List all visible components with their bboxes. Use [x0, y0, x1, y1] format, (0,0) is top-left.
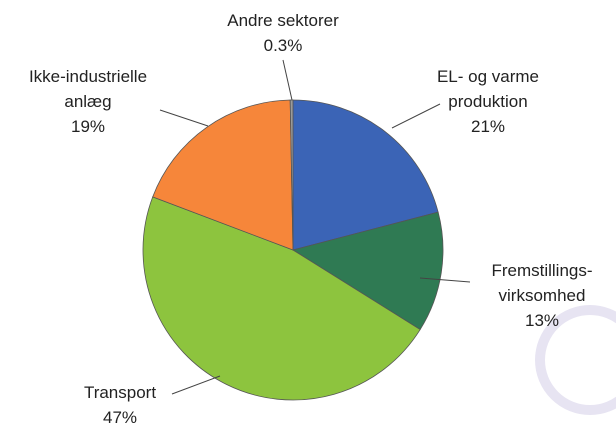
slice-label-line: Transport [84, 383, 156, 402]
slice-value-label: 21% [471, 117, 505, 136]
slice-label-line: Fremstillings- [491, 261, 592, 280]
leader-line [171, 375, 221, 395]
leader-line [419, 277, 471, 283]
pie-slice [292, 211, 444, 331]
slice-label-line: Ikke-industrielle [29, 67, 147, 86]
pie-slice [152, 99, 294, 251]
slice-label-line: virksomhed [499, 286, 586, 305]
slice-label: EL- og varme produktion 21% [437, 67, 539, 136]
slice-label: Andre sektorer 0.3% [227, 11, 339, 55]
slice-value-label: 0.3% [264, 36, 303, 55]
slice-value-label: 13% [525, 311, 559, 330]
leader-line [282, 59, 293, 101]
pie-slice [142, 196, 421, 401]
background-decoration [535, 305, 616, 415]
leader-line [159, 109, 209, 127]
slice-label: Fremstillings-virksomhed 13% [491, 261, 592, 330]
slice-label-line: anlæg [64, 92, 111, 111]
slice-label-line: produktion [448, 92, 527, 111]
slice-value-label: 47% [103, 408, 137, 427]
slice-label: Transport 47% [84, 383, 156, 427]
slice-label-line: EL- og varme [437, 67, 539, 86]
slice-label-line: Andre sektorer [227, 11, 339, 30]
pie-slice [292, 99, 439, 251]
slice-value-label: 19% [71, 117, 105, 136]
leader-line [391, 103, 441, 129]
slice-label: Ikke-industrielle anlæg 19% [29, 67, 147, 136]
